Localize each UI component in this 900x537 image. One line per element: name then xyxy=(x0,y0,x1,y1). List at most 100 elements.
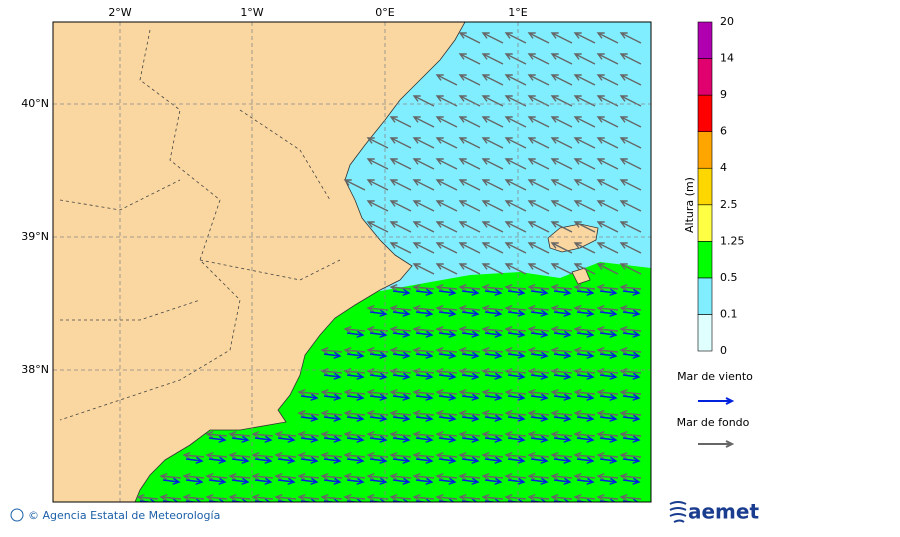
arrow xyxy=(573,472,596,481)
arrow xyxy=(550,493,573,502)
arrow xyxy=(481,53,504,65)
arrow xyxy=(576,435,595,443)
arrow xyxy=(504,221,527,233)
arrow xyxy=(481,367,504,376)
arrow xyxy=(619,137,642,149)
arrow xyxy=(596,304,619,313)
arrow xyxy=(507,351,526,359)
arrow xyxy=(412,116,435,128)
arrow xyxy=(484,477,503,485)
arrow xyxy=(438,414,457,422)
arrow xyxy=(369,414,388,422)
arrow xyxy=(458,53,481,65)
arrow xyxy=(458,451,481,460)
arrow xyxy=(458,493,481,502)
arrow xyxy=(343,472,366,481)
arrow xyxy=(573,158,596,170)
arrow xyxy=(573,283,596,292)
arrow xyxy=(550,221,573,233)
arrow xyxy=(182,451,205,460)
arrow xyxy=(596,367,619,376)
arrow xyxy=(392,330,411,338)
arrow xyxy=(435,221,458,233)
arrow xyxy=(435,325,458,334)
arrow xyxy=(484,309,503,317)
arrow xyxy=(205,493,228,502)
arrow xyxy=(622,477,641,485)
arrow xyxy=(412,451,435,460)
arrow xyxy=(415,477,434,485)
arrow xyxy=(366,221,389,233)
arrow xyxy=(185,477,204,485)
arrow xyxy=(484,393,503,401)
arrow xyxy=(458,116,481,128)
arrow xyxy=(596,74,619,86)
arrow xyxy=(205,451,228,460)
arrow xyxy=(323,393,342,401)
arrow xyxy=(231,477,250,485)
border xyxy=(59,29,341,421)
arrow xyxy=(530,498,547,502)
arrow xyxy=(458,304,481,313)
arrow xyxy=(438,393,457,401)
arrow xyxy=(573,493,596,502)
arrow xyxy=(484,351,503,359)
arrow xyxy=(576,330,595,338)
arrow xyxy=(343,388,366,397)
arrow xyxy=(228,430,251,439)
arrow xyxy=(527,430,550,439)
arrow xyxy=(550,263,573,275)
arrow xyxy=(458,409,481,418)
arrow xyxy=(550,200,573,212)
arrow xyxy=(573,430,596,439)
arrow xyxy=(458,346,481,355)
colorbar-label: 0 xyxy=(720,344,727,357)
arrow xyxy=(619,430,642,439)
arrow xyxy=(369,351,388,359)
arrow xyxy=(461,288,480,296)
arrow xyxy=(277,435,296,443)
arrow xyxy=(553,330,572,338)
arrow xyxy=(553,288,572,296)
arrow xyxy=(182,493,205,502)
arrow xyxy=(412,283,435,292)
arrow xyxy=(527,74,550,86)
arrow xyxy=(415,498,432,502)
arrow xyxy=(415,393,434,401)
arrow xyxy=(504,263,527,275)
arrow xyxy=(366,137,389,149)
arrow xyxy=(504,472,527,481)
arrow xyxy=(277,498,294,502)
colorbar-band xyxy=(697,167,713,206)
arrow xyxy=(527,53,550,65)
arrow xyxy=(619,472,642,481)
arrow xyxy=(504,158,527,170)
arrow xyxy=(573,409,596,418)
arrow xyxy=(550,179,573,191)
arrow xyxy=(481,158,504,170)
arrow xyxy=(300,435,319,443)
arrow xyxy=(596,242,619,254)
arrow xyxy=(415,351,434,359)
arrow xyxy=(573,451,596,460)
arrow xyxy=(599,477,618,485)
arrow xyxy=(343,346,366,355)
arrow xyxy=(300,456,319,464)
arrow xyxy=(619,116,642,128)
arrow xyxy=(412,242,435,254)
arrow xyxy=(527,409,550,418)
arrow xyxy=(323,456,342,464)
island xyxy=(547,223,599,253)
arrow xyxy=(619,179,642,191)
arrow xyxy=(412,95,435,107)
arrow xyxy=(389,116,412,128)
arrow xyxy=(596,325,619,334)
arrow xyxy=(573,221,596,233)
arrow xyxy=(550,242,573,254)
arrow xyxy=(412,304,435,313)
arrow xyxy=(550,472,573,481)
arrow xyxy=(573,74,596,86)
arrow xyxy=(320,472,343,481)
arrow xyxy=(320,367,343,376)
arrow xyxy=(415,330,434,338)
